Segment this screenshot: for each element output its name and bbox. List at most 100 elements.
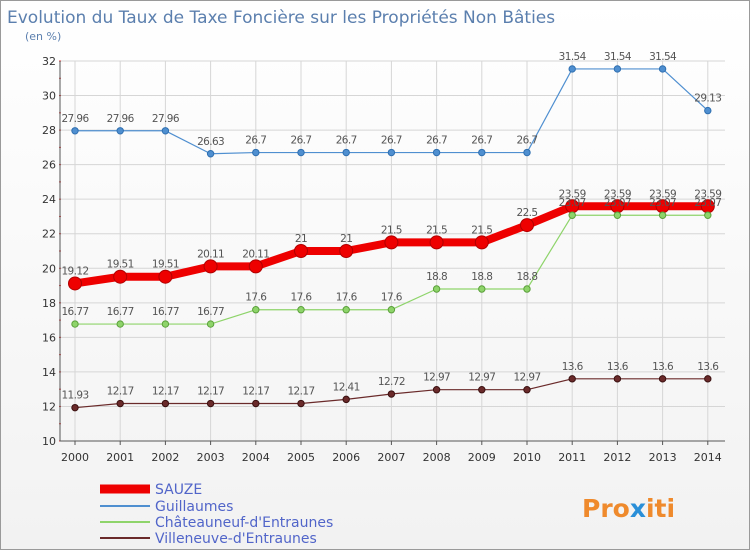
data-point [478, 285, 486, 293]
y-tick-label: 18 [42, 297, 56, 310]
data-label: 27.96 [152, 113, 180, 125]
data-label: 23.07 [559, 197, 586, 209]
legend-label: Châteauneuf-d'Entraunes [155, 515, 333, 531]
brand-text-part: iti [646, 494, 675, 523]
data-label: 12.17 [242, 386, 269, 398]
data-label: 13.6 [562, 361, 584, 373]
data-point [252, 399, 260, 408]
data-label: 21.5 [471, 224, 492, 236]
data-point [432, 386, 441, 394]
data-label: 17.6 [291, 292, 313, 304]
data-label: 26.63 [197, 136, 224, 148]
data-point [704, 106, 712, 115]
data-label: 11.93 [61, 390, 88, 402]
data-label: 23.07 [649, 197, 676, 209]
data-point [113, 269, 128, 284]
data-label: 26.7 [517, 135, 538, 147]
data-point [478, 386, 486, 394]
data-point [523, 148, 531, 157]
data-point [387, 306, 396, 314]
data-label: 27.96 [61, 113, 89, 125]
data-point [613, 375, 622, 383]
data-point [342, 395, 350, 404]
data-label: 26.7 [381, 135, 402, 147]
data-point [161, 320, 170, 328]
data-label: 19.51 [152, 259, 179, 271]
data-point [387, 390, 396, 398]
data-point [158, 269, 173, 284]
data-label: 12.17 [197, 386, 224, 398]
data-label: 26.7 [336, 135, 357, 147]
data-point [297, 399, 305, 408]
data-label: 12.41 [333, 381, 360, 393]
data-point [704, 211, 712, 219]
data-label: 26.7 [245, 135, 266, 147]
data-label: 31.54 [649, 51, 677, 63]
data-point [161, 127, 170, 135]
series-3 [71, 375, 712, 412]
data-point [523, 386, 531, 394]
data-label: 23.59 [604, 188, 631, 200]
x-tick-label: 2009 [468, 451, 496, 464]
data-label: 23.59 [694, 188, 721, 200]
data-label: 12.17 [152, 386, 179, 398]
x-tick-label: 2014 [694, 451, 722, 464]
data-point [294, 244, 308, 258]
y-tick-label: 32 [42, 55, 56, 68]
data-point [297, 306, 305, 314]
data-point [384, 235, 399, 250]
y-tick-label: 22 [42, 228, 56, 241]
y-tick-label: 12 [42, 400, 56, 413]
data-label: 17.6 [381, 292, 403, 304]
x-tick-label: 2002 [151, 451, 179, 464]
data-point [71, 127, 79, 135]
data-point [342, 148, 350, 157]
data-point [71, 403, 79, 412]
data-point [478, 148, 486, 157]
data-label: 12.97 [423, 372, 450, 384]
x-tick-label: 2004 [242, 451, 270, 464]
data-label: 17.6 [336, 292, 358, 304]
data-point [704, 375, 712, 383]
x-tick-label: 2008 [423, 451, 451, 464]
data-label: 27.96 [107, 113, 135, 125]
data-label: 23.07 [604, 197, 631, 209]
legend-label: Guillaumes [155, 499, 233, 515]
chart-title: Evolution du Taux de Taxe Foncière sur l… [7, 8, 555, 28]
legend-label: SAUZE [155, 482, 202, 498]
series-0 [68, 199, 715, 291]
data-point [613, 65, 622, 73]
data-label: 20.11 [197, 248, 224, 260]
series-2 [71, 211, 712, 328]
x-tick-label: 2006 [332, 451, 360, 464]
series-1 [71, 65, 712, 158]
data-point [342, 306, 350, 314]
data-label: 16.77 [61, 306, 88, 318]
data-point [523, 285, 531, 293]
data-point [116, 320, 124, 328]
data-label: 20.11 [242, 248, 269, 260]
axes: 10 12 14 16 18 20 22 24 26 28 30 32 2000 2001 2002 2003… [42, 55, 725, 464]
data-point [71, 320, 79, 328]
data-point [252, 148, 260, 157]
data-point [206, 320, 215, 328]
x-tick-label: 2010 [513, 451, 541, 464]
data-label: 13.6 [697, 361, 719, 373]
x-tick-label: 2005 [287, 451, 315, 464]
data-label: 13.6 [652, 361, 674, 373]
data-point [568, 211, 576, 219]
data-label: 29.13 [694, 93, 721, 105]
data-label: 12.72 [378, 376, 405, 388]
y-tick-label: 30 [42, 90, 56, 103]
data-point [387, 148, 396, 157]
data-label: 23.59 [649, 188, 676, 200]
data-point [568, 65, 576, 73]
data-label: 21.5 [426, 224, 447, 236]
data-label: 26.7 [471, 135, 492, 147]
x-tick-label: 2007 [377, 451, 405, 464]
data-point [474, 235, 489, 250]
data-point [658, 375, 667, 383]
chart-unit: (en %) [25, 30, 61, 43]
data-point [206, 150, 215, 158]
